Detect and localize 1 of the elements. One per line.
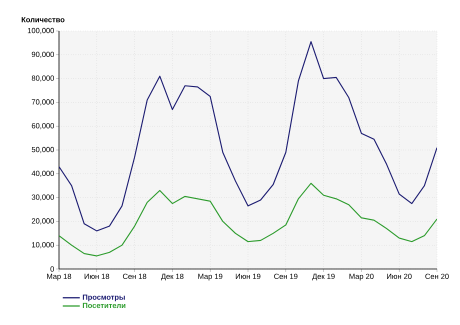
line-series: [59, 41, 438, 232]
